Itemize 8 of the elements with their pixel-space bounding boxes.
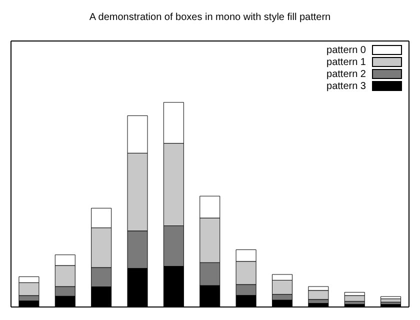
legend-label: pattern 2: [326, 68, 366, 80]
legend-label: pattern 1: [326, 56, 366, 68]
bar: [380, 296, 402, 300]
legend-label: pattern 3: [326, 80, 366, 92]
legend-label: pattern 0: [326, 44, 366, 56]
chart-title: A demonstration of boxes in mono with style fill pattern: [88, 12, 332, 23]
bar: [308, 290, 329, 300]
bar: [380, 298, 402, 302]
